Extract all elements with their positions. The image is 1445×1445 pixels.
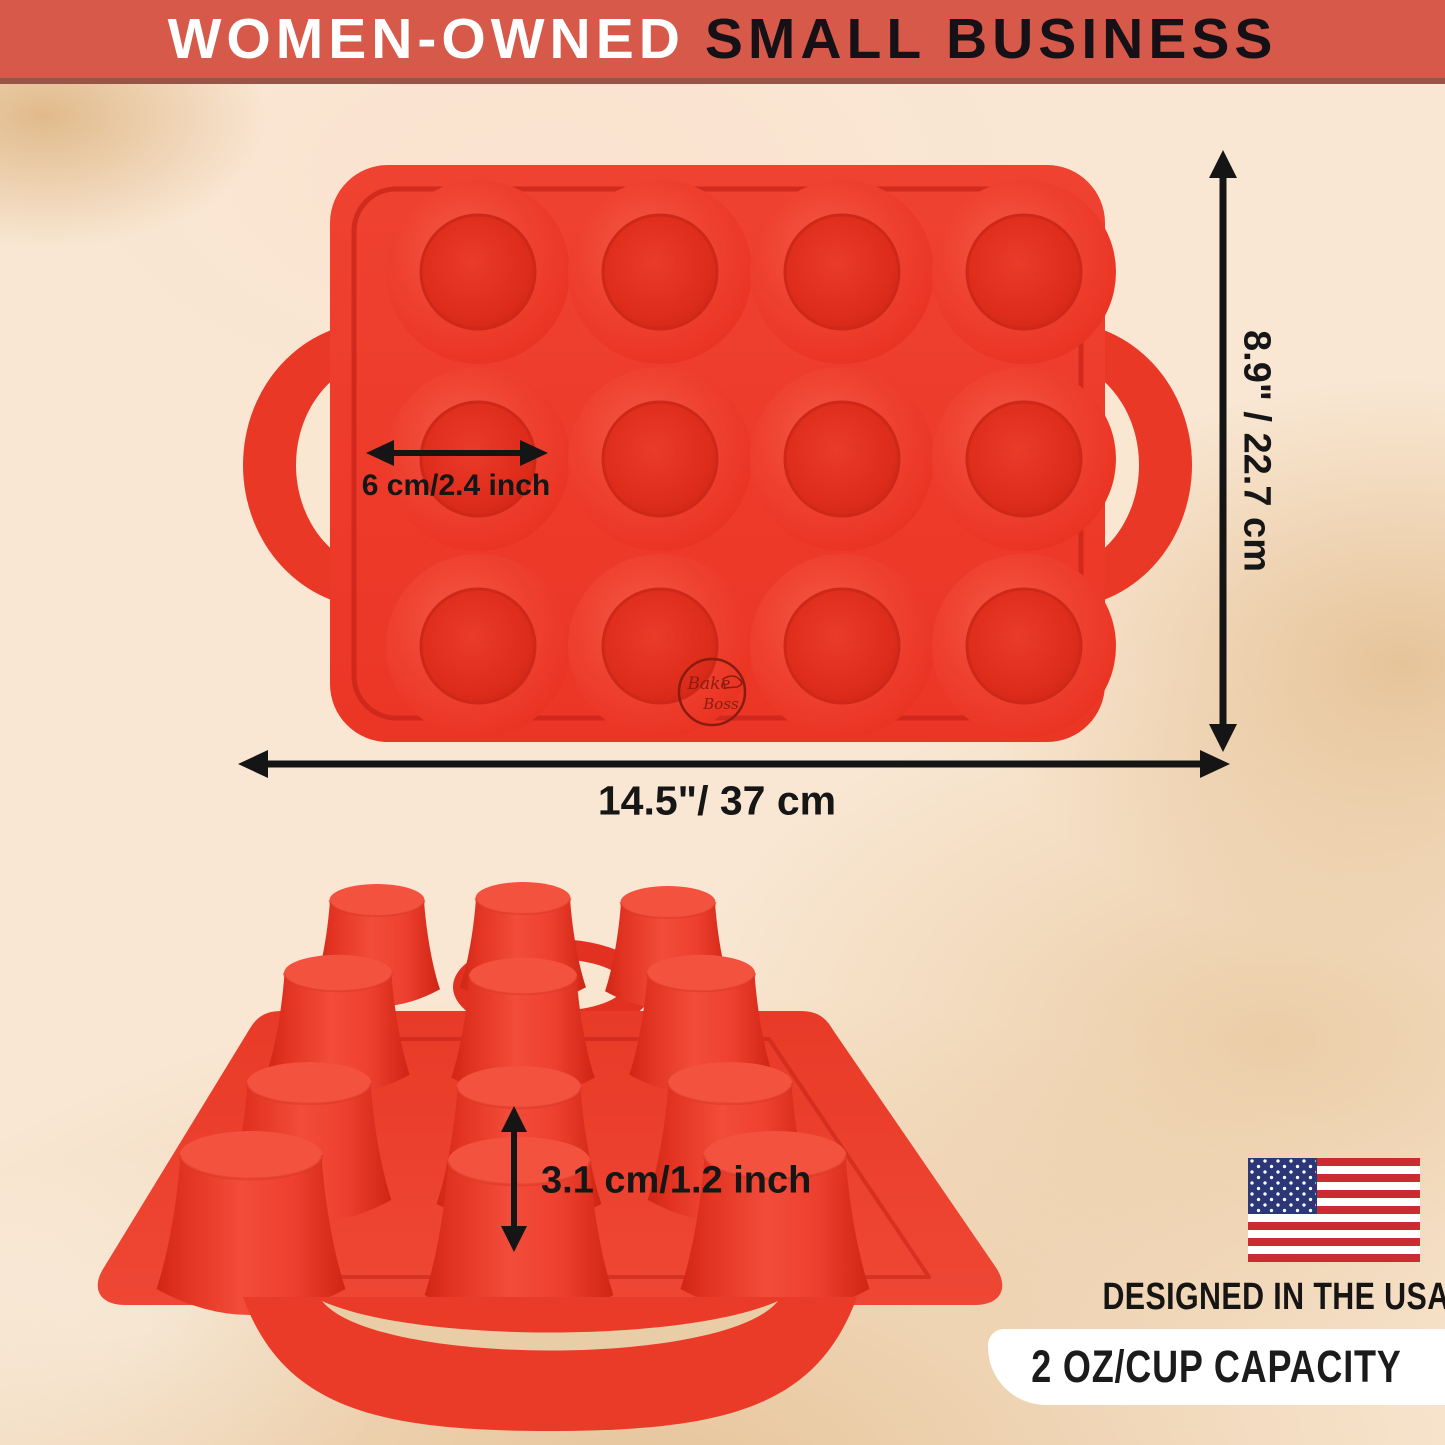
logo-text-line1: Bake bbox=[687, 674, 731, 694]
pan-depth-label: 8.9" / 22.7 cm bbox=[1235, 330, 1278, 572]
chef-hat-icon bbox=[722, 675, 743, 689]
top-banner: WOMEN-OWNED SMALL BUSINESS bbox=[0, 0, 1445, 84]
us-flag-icon bbox=[1248, 1158, 1420, 1262]
pan-near-handle bbox=[243, 1297, 857, 1431]
cup-diameter-arrow bbox=[366, 440, 548, 466]
bake-boss-logo: Bake Boss bbox=[677, 657, 747, 727]
designed-in-usa-label: DESIGNED IN THE USA bbox=[1102, 1276, 1445, 1318]
inverted-cups bbox=[155, 881, 871, 1323]
capacity-badge: 2 OZ/CUP CAPACITY bbox=[988, 1329, 1445, 1405]
flag-stars bbox=[1249, 1159, 1316, 1213]
cup-diameter-label: 6 cm/2.4 inch bbox=[361, 469, 551, 502]
cup-height-arrow bbox=[501, 1106, 527, 1252]
banner-text-women-owned: WOMEN-OWNED bbox=[167, 7, 685, 71]
capacity-badge-label: 2 OZ/CUP CAPACITY bbox=[1031, 1341, 1402, 1392]
muffin-pan-top-view: Bake Boss bbox=[243, 165, 1192, 742]
banner-text-small-business: SMALL BUSINESS bbox=[704, 7, 1278, 71]
muffin-pan-bottom-view bbox=[97, 881, 1003, 1431]
cup-height-label: 3.1 cm/1.2 inch bbox=[541, 1159, 812, 1202]
flag-canton bbox=[1248, 1158, 1317, 1214]
pan-depth-arrow bbox=[1209, 150, 1237, 752]
pan-width-label: 14.5"/ 37 cm bbox=[597, 777, 837, 824]
logo-text-line2: Boss bbox=[702, 695, 739, 713]
pan-width-arrow bbox=[238, 750, 1230, 778]
